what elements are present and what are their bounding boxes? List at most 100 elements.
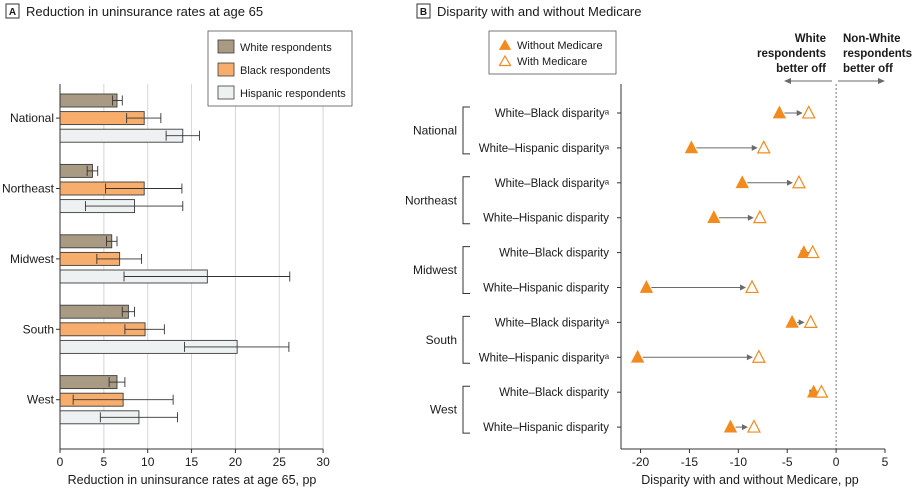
panel-a-grid [103, 84, 324, 449]
group-label: Midwest [413, 263, 458, 277]
direction-annotation: White respondents better off Non-White r… [757, 33, 912, 84]
change-arrowhead [746, 354, 753, 361]
panel-b-x-axis: -20 -15 -10 -5 0 5 [620, 84, 889, 469]
direction-right-line1: Non-White [843, 33, 900, 45]
x-tick-label: -10 [730, 455, 748, 469]
x-tick-label: -5 [782, 455, 793, 469]
category-label: National [10, 111, 54, 125]
panel-a-bars [59, 93, 291, 425]
marker-with-medicare [805, 244, 820, 259]
x-tick-label: 30 [316, 455, 330, 469]
group-label: West [430, 403, 458, 417]
bar-white [59, 375, 118, 390]
x-tick-label: 5 [882, 455, 889, 469]
category-label: Midwest [10, 252, 55, 266]
panel-a-letter: A [9, 7, 16, 18]
direction-left-line3: better off [776, 63, 826, 75]
group-bracket [462, 246, 470, 294]
change-arrowhead [747, 214, 754, 221]
direction-right-line3: better off [843, 63, 893, 75]
legend-marker-with-medicare [498, 54, 512, 67]
x-tick-label: 25 [273, 455, 287, 469]
legend-swatch-black [217, 62, 235, 77]
category-label: West [27, 393, 55, 407]
panel-a-legend: White respondents Black respondents Hisp… [207, 30, 353, 107]
row-label: White–Hispanic disparity [483, 213, 609, 225]
row-label: White–Hispanic disparityᵃ [479, 352, 610, 364]
marker-with-medicare [746, 419, 761, 433]
panel-b-legend: Without Medicare With Medicare [488, 30, 617, 75]
row-label: White–Black disparity [499, 387, 609, 399]
row-label: White–Black disparityᵃ [495, 108, 610, 120]
x-tick-label: 0 [57, 455, 64, 469]
panel-b-letter-box [416, 3, 431, 19]
marker-with-medicare [745, 279, 760, 294]
x-tick-label: 0 [833, 455, 840, 469]
direction-right-line2: respondents [843, 48, 912, 60]
row-label: White–Black disparity [499, 248, 609, 260]
x-tick-label: 5 [101, 455, 108, 469]
panel-a-letter-box [5, 3, 20, 19]
legend-swatch-hispanic [217, 85, 235, 100]
marker-without-medicare [639, 280, 654, 293]
marker-with-medicare [756, 139, 771, 154]
marker-with-medicare [752, 209, 767, 224]
x-tick-label: 20 [229, 455, 243, 469]
direction-left-line1: White [795, 33, 826, 45]
change-arrowhead [751, 144, 758, 151]
change-arrowhead [796, 110, 803, 116]
change-arrowhead [741, 424, 748, 431]
direction-left-line2: respondents [757, 48, 826, 60]
legend-label-hispanic: Hispanic respondents [240, 88, 346, 100]
x-tick-label: 15 [185, 455, 199, 469]
x-tick-label: -20 [632, 455, 650, 469]
group-label: South [426, 333, 457, 347]
panel-a: A Reduction in uninsurance rates at age … [2, 3, 353, 487]
category-label: South [23, 322, 54, 336]
group-bracket [462, 385, 470, 434]
marker-without-medicare [772, 105, 787, 119]
marker-with-medicare [751, 349, 766, 363]
bar-white [59, 234, 113, 249]
change-arrowhead [786, 179, 793, 186]
panel-b-groups: National White–Black disparityᵃ White–Hisp… [405, 106, 621, 434]
change-arrowhead [740, 284, 747, 291]
panel-b-letter: B [420, 7, 427, 18]
legend-label-white: White respondents [240, 42, 332, 54]
marker-without-medicare [684, 140, 699, 154]
marker-without-medicare [797, 245, 811, 258]
change-arrowhead [798, 319, 805, 326]
group-label: Northeast [405, 193, 458, 207]
direction-arrowhead-left [784, 78, 791, 84]
row-label: White–Black disparityᵃ [495, 178, 610, 190]
panel-b-marks [630, 105, 829, 433]
marker-without-medicare [630, 349, 645, 363]
row-label: White–Black disparityᵃ [495, 317, 610, 329]
legend-marker-without-medicare [498, 39, 512, 50]
marker-with-medicare [791, 174, 806, 189]
x-tick-label: 10 [141, 455, 155, 469]
bar-white [59, 93, 118, 108]
group-bracket [462, 106, 470, 155]
x-tick-label: -15 [681, 455, 699, 469]
panel-b-x-axis-title: Disparity with and without Medicare, pp [641, 473, 859, 487]
marker-without-medicare [707, 210, 721, 224]
group-bracket [462, 176, 470, 225]
legend-box [488, 30, 617, 75]
legend-label-black: Black respondents [240, 65, 331, 77]
marker-with-medicare [801, 105, 816, 119]
panel-a-x-axis: 0 5 10 15 20 25 30 [57, 84, 330, 469]
legend-label-with-medicare: With Medicare [517, 56, 587, 68]
marker-with-medicare [803, 314, 818, 328]
panel-a-category-labels: National Northeast Midwest South West [2, 111, 60, 407]
panel-a-title: Reduction in uninsurance rates at age 65 [26, 4, 263, 19]
row-label: White–Hispanic disparity [483, 422, 609, 434]
marker-without-medicare [723, 419, 738, 433]
group-bracket [462, 315, 470, 364]
bar-white [59, 304, 129, 319]
marker-with-medicare [814, 384, 829, 398]
row-label: White–Hispanic disparityᵃ [479, 143, 610, 155]
marker-without-medicare [735, 175, 749, 189]
marker-without-medicare [785, 314, 799, 328]
